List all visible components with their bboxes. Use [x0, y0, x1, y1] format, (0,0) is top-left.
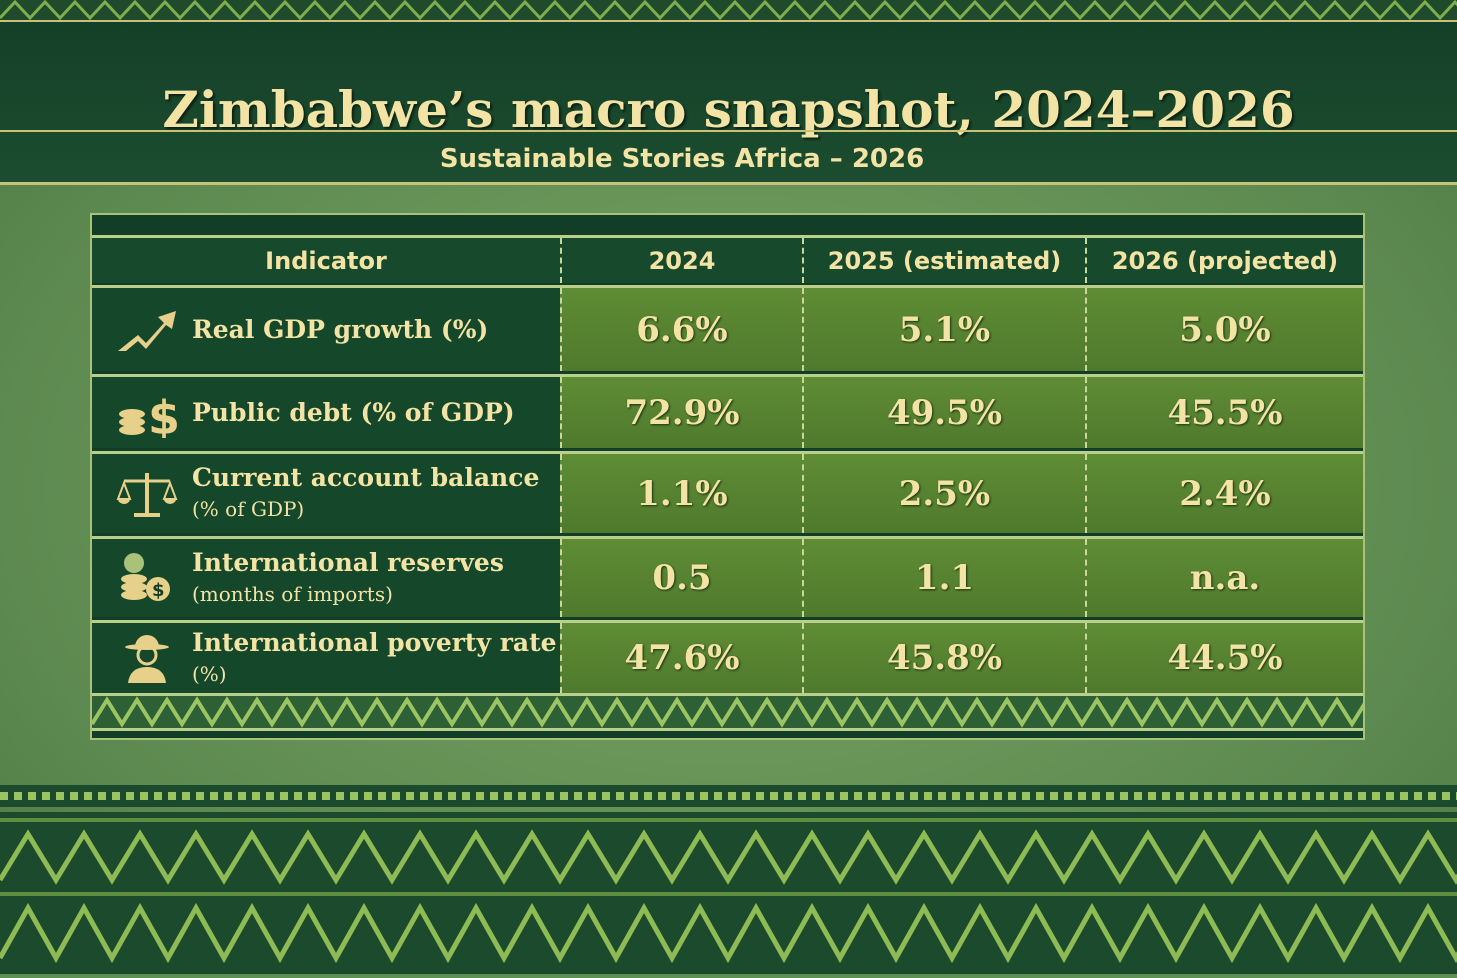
header-2026: 2026 (projected) — [1085, 238, 1363, 283]
value-cell: 2.4% — [1085, 454, 1363, 533]
svg-text:$: $ — [152, 580, 165, 601]
money-bag-reserves-icon: $ — [121, 553, 170, 601]
indicator-label: Real GDP growth (%) — [192, 314, 489, 344]
person-hat-icon — [125, 635, 169, 683]
indicator-label: Public debt (% of GDP) — [192, 397, 515, 427]
indicator-unit: (months of imports) — [192, 581, 393, 606]
table-pattern-strip — [92, 693, 1363, 731]
header-indicator: Indicator — [92, 238, 560, 283]
zigzag-pattern — [0, 818, 1457, 964]
indicator-label: International poverty rate — [192, 627, 557, 657]
table-row: $ Public debt (% of GDP) 72.9% 49.5% 45.5% — [92, 374, 1363, 448]
balance-scale-icon — [116, 472, 178, 517]
divider — [0, 130, 1457, 132]
table-row: International poverty rate (%) 47.6% 45.8% 4… — [92, 620, 1363, 693]
indicator-cell: $ International reserves (months of import… — [92, 539, 560, 617]
page-subtitle: Sustainable Stories Africa – 2026 — [439, 144, 925, 174]
title-band: Zimbabwe’s macro snapshot, 2024–2026 Sus… — [0, 20, 1457, 185]
value-cell: 6.6% — [560, 288, 802, 371]
value-cell: 72.9% — [560, 377, 802, 448]
zigzag-pattern — [0, 0, 1457, 20]
header-2025: 2025 (estimated) — [802, 238, 1085, 283]
dots-pattern — [0, 792, 1457, 800]
page-title: Zimbabwe’s macro snapshot, 2024–2026 — [162, 80, 1295, 139]
value-cell: 0.5 — [560, 539, 802, 617]
value-cell: n.a. — [1085, 539, 1363, 617]
svg-text:$: $ — [148, 391, 178, 438]
value-cell: 49.5% — [802, 377, 1085, 448]
bottom-pattern-band — [0, 812, 1457, 974]
zigzag-pattern — [92, 696, 1363, 728]
indicator-unit: (%) — [192, 661, 227, 686]
value-cell: 2.5% — [802, 454, 1085, 533]
coins-dollar-icon: $ — [119, 391, 178, 438]
dotted-band — [0, 785, 1457, 807]
indicator-unit: (% of GDP) — [192, 497, 305, 521]
indicator-cell: International poverty rate (%) — [92, 623, 560, 693]
header-2024: 2024 — [560, 238, 802, 283]
indicator-cell: Real GDP growth (%) — [92, 288, 560, 371]
trend-up-arrow-icon — [118, 310, 176, 351]
table-row: Current account balance (% of GDP) 1.1% 2.5… — [92, 451, 1363, 533]
macro-table: Indicator 2024 2025 (estimated) 2026 (pr… — [90, 213, 1365, 740]
table-row: Real GDP growth (%) 6.6% 5.1% 5.0% — [92, 285, 1363, 371]
table-header-row: Indicator 2024 2025 (estimated) 2026 (pr… — [92, 235, 1363, 283]
value-cell: 45.5% — [1085, 377, 1363, 448]
value-cell: 5.0% — [1085, 288, 1363, 371]
value-cell: 1.1% — [560, 454, 802, 533]
value-cell: 44.5% — [1085, 623, 1363, 693]
value-cell: 47.6% — [560, 623, 802, 693]
value-cell: 45.8% — [802, 623, 1085, 693]
top-pattern-band — [0, 0, 1457, 20]
indicator-label: International reserves — [192, 547, 504, 577]
indicator-cell: Current account balance (% of GDP) — [92, 454, 560, 533]
indicator-label: Current account balance — [192, 463, 540, 492]
table-row: $ International reserves (months of import… — [92, 536, 1363, 617]
indicator-cell: $ Public debt (% of GDP) — [92, 377, 560, 448]
value-cell: 5.1% — [802, 288, 1085, 371]
value-cell: 1.1 — [802, 539, 1085, 617]
